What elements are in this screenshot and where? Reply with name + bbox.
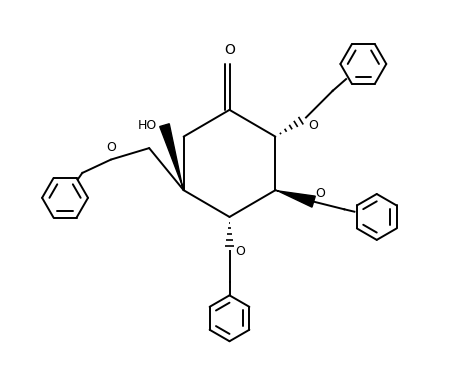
Text: O: O xyxy=(315,187,325,200)
Text: O: O xyxy=(235,245,245,258)
Polygon shape xyxy=(160,124,184,190)
Polygon shape xyxy=(275,190,315,207)
Text: O: O xyxy=(224,43,235,57)
Text: O: O xyxy=(106,141,116,154)
Text: O: O xyxy=(308,120,318,132)
Text: HO: HO xyxy=(138,119,157,132)
